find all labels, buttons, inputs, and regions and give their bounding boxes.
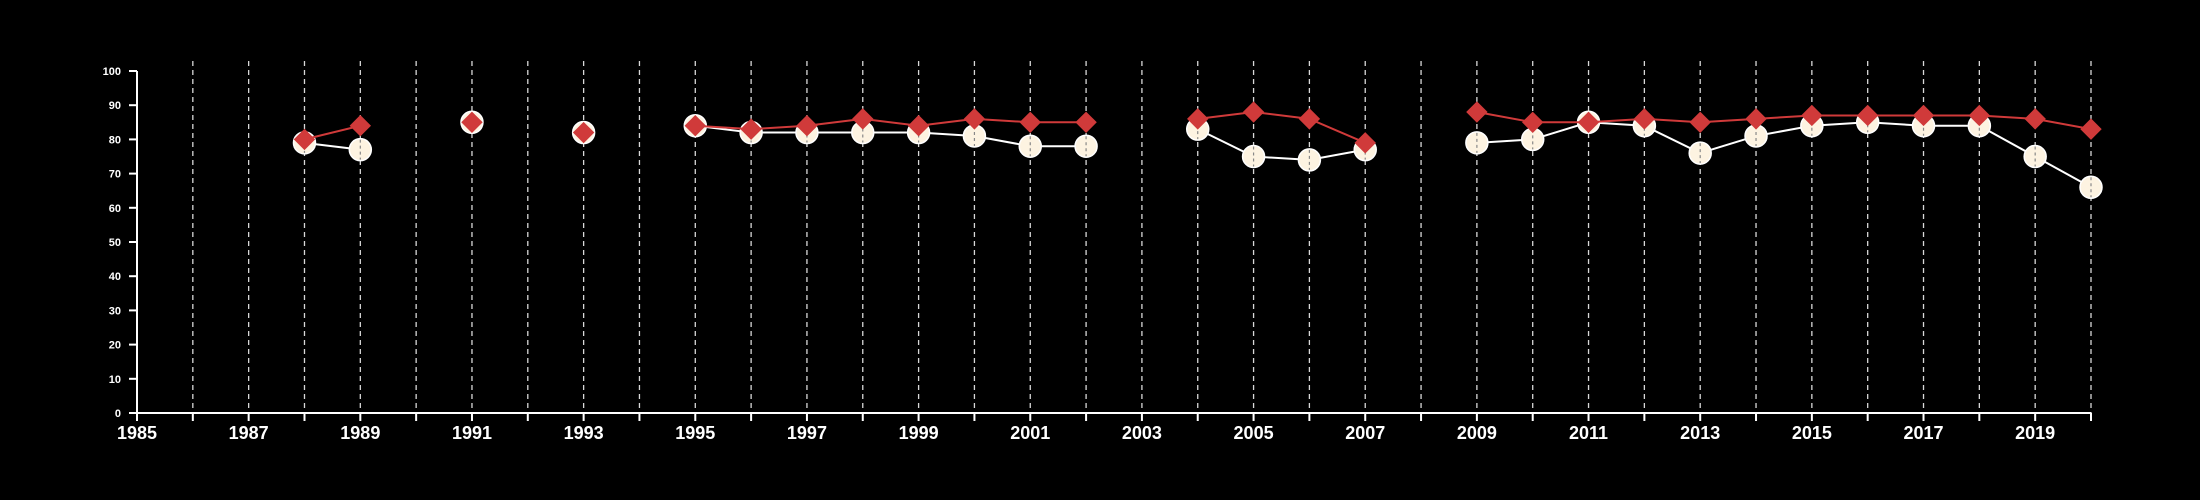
point-diamond-2019 [2024, 108, 2046, 130]
y-tick-label-40: 40 [109, 271, 121, 283]
y-tick-label-0: 0 [115, 408, 121, 420]
series-diamond-line-5 [1476, 111, 2092, 131]
y-tick-label-30: 30 [109, 305, 121, 317]
y-tick-label-80: 80 [109, 134, 121, 146]
y-tick-label-60: 60 [109, 203, 121, 215]
y-tick-label-20: 20 [109, 340, 121, 352]
x-tick-label-1997: 1997 [787, 423, 827, 443]
point-diamond-2016 [1856, 104, 1879, 127]
x-tick-label-2013: 2013 [1680, 423, 1720, 443]
point-circle-2020 [2079, 175, 2103, 200]
point-diamond-2007 [1354, 132, 1376, 154]
x-tick-label-2009: 2009 [1457, 423, 1497, 443]
x-tick-label-1991: 1991 [452, 423, 492, 443]
point-diamond-2006 [1298, 108, 1321, 130]
point-diamond-1998 [852, 108, 874, 130]
point-circle-2001 [1018, 134, 1043, 158]
point-diamond-2001 [1019, 111, 1041, 134]
point-diamond-1988 [293, 128, 316, 151]
point-diamond-1989 [349, 115, 372, 137]
x-tick-label-1999: 1999 [899, 423, 939, 443]
point-diamond-2009 [1466, 101, 1488, 123]
x-tick-label-2019: 2019 [2015, 423, 2055, 443]
y-tick-label-100: 100 [103, 66, 121, 78]
x-tick-label-2003: 2003 [1122, 423, 1162, 443]
x-tick-label-1995: 1995 [675, 423, 715, 443]
point-diamond-2014 [1745, 108, 1767, 130]
point-circle-2002 [1074, 134, 1098, 158]
y-tick-label-70: 70 [109, 169, 121, 181]
x-tick-label-2007: 2007 [1345, 423, 1385, 443]
y-tick-label-90: 90 [109, 100, 121, 112]
x-tick-label-2011: 2011 [1569, 423, 1608, 443]
point-diamond-2018 [1968, 104, 1991, 127]
series-layer [292, 101, 2103, 200]
point-diamond-2004 [1187, 108, 1209, 130]
series-diamond-line-4 [1197, 111, 1366, 144]
series-diamond [293, 101, 2102, 154]
point-circle-2006 [1297, 148, 1322, 172]
point-circle-2013 [1688, 141, 1712, 165]
point-diamond-1997 [796, 115, 818, 137]
point-diamond-2015 [1801, 104, 1823, 127]
x-tick-label-1989: 1989 [340, 423, 380, 443]
x-tick-label-2005: 2005 [1234, 423, 1274, 443]
point-diamond-2012 [1633, 108, 1656, 130]
x-tick-label-2001: 2001 [1010, 423, 1050, 443]
point-diamond-1999 [907, 115, 930, 137]
point-diamond-2017 [1912, 104, 1935, 127]
axis-layer: 1985 1987 1989 1991 1993 1995 1997 1999 2001 2003… [103, 66, 2092, 443]
point-diamond-1993 [572, 121, 595, 144]
y-tick-label-50: 50 [109, 237, 121, 249]
series-circle-line-4 [1197, 128, 1366, 161]
series-circle-line-5 [1476, 121, 2092, 189]
point-diamond-2000 [963, 108, 986, 130]
point-diamond-2010 [1522, 111, 1544, 134]
point-diamond-2002 [1075, 111, 1097, 134]
point-circle-2005 [1241, 144, 1266, 169]
x-tick-label-1993: 1993 [564, 423, 604, 443]
x-tick-label-2017: 2017 [1903, 423, 1943, 443]
x-tick-label-1987: 1987 [229, 423, 269, 443]
point-diamond-2011 [1577, 111, 1600, 134]
point-circle-1989 [348, 137, 373, 162]
point-diamond-2020 [2080, 118, 2102, 140]
x-tick-label-1985: 1985 [117, 423, 157, 443]
point-diamond-1996 [740, 118, 762, 140]
point-diamond-2013 [1689, 111, 1711, 134]
point-diamond-2005 [1242, 101, 1265, 123]
point-diamond-1995 [684, 115, 706, 137]
point-diamond-1991 [461, 111, 483, 134]
x-tick-label-2015: 2015 [1792, 423, 1832, 443]
point-circle-2019 [2023, 144, 2047, 169]
series-diamond-line-0 [304, 124, 361, 141]
y-tick-label-10: 10 [109, 374, 121, 386]
point-circle-2009 [1465, 131, 1489, 155]
